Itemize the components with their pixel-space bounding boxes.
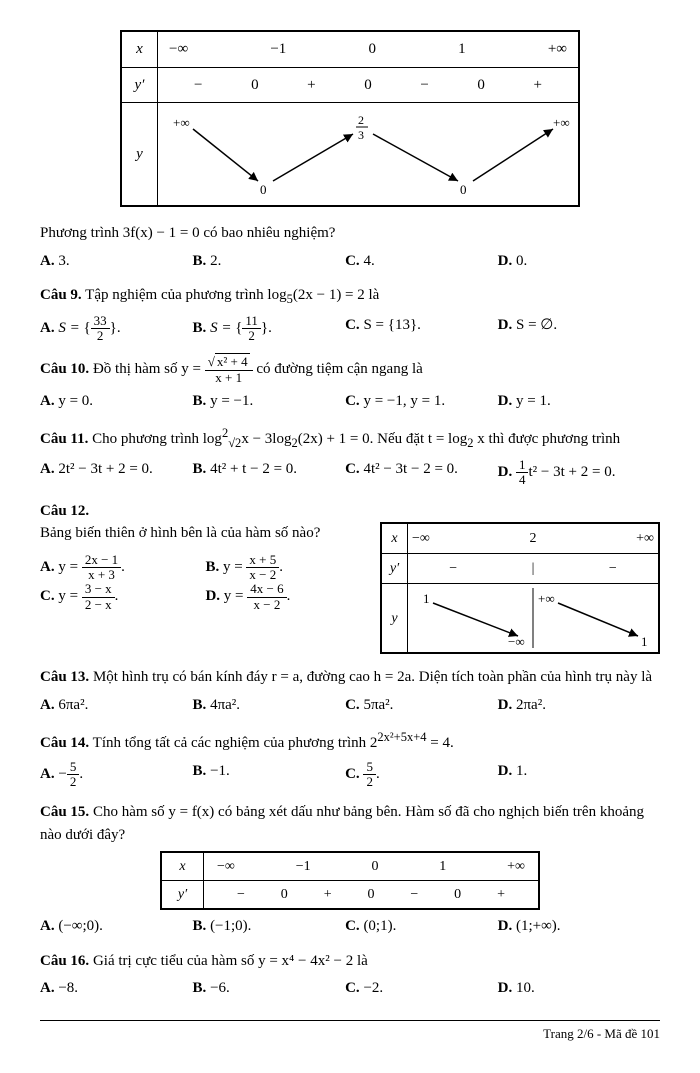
q8-text: Phương trình 3f(x) − 1 = 0 có bao nhiêu …: [40, 222, 660, 245]
svg-text:+∞: +∞: [553, 115, 570, 130]
question-8: Phương trình 3f(x) − 1 = 0 có bao nhiêu …: [40, 222, 660, 272]
question-12: Câu 12. Bảng biến thiên ở hình bên là củ…: [40, 500, 660, 655]
q12-table: x−∞2+∞ y′−|− y 1 −∞ +∞ 1: [380, 522, 660, 654]
question-15: Câu 15. Cho hàm số y = f(x) có bảng xét …: [40, 801, 660, 938]
question-14: Câu 14. Tính tổng tất cả các nghiệm của …: [40, 728, 660, 789]
svg-text:1: 1: [423, 591, 430, 606]
vt1-x-label: x: [121, 31, 158, 67]
question-16: Câu 16. Giá trị cực tiểu của hàm số y = …: [40, 950, 660, 1000]
vt1-arrows: +∞ 0 2 3 0 +∞: [158, 109, 578, 199]
vt1-xval: 1: [458, 38, 466, 61]
question-9: Câu 9. Tập nghiệm của phương trình log5(…: [40, 284, 660, 343]
svg-text:−∞: −∞: [508, 634, 525, 648]
svg-text:1: 1: [641, 634, 648, 648]
q12-text: Bảng biến thiên ở hình bên là của hàm số…: [40, 522, 370, 545]
question-13: Câu 13. Một hình trụ có bán kính đáy r =…: [40, 666, 660, 716]
vt1-xval: −∞: [169, 38, 188, 61]
svg-text:3: 3: [358, 128, 364, 142]
vt1-xval: 0: [368, 38, 376, 61]
svg-text:0: 0: [260, 182, 267, 197]
vt1-yprime-label: y′: [121, 67, 158, 103]
vt1-y-label: y: [121, 103, 158, 207]
page-footer: Trang 2/6 - Mã đề 101: [40, 1020, 660, 1044]
vt1-xval: +∞: [548, 38, 567, 61]
q15-table: x −∞−101+∞ y′ −0+0−0+: [160, 851, 540, 910]
svg-text:+∞: +∞: [173, 115, 190, 130]
svg-text:2: 2: [358, 113, 364, 127]
question-10: Câu 10. Đồ thị hàm số y = √x² + 4x + 1 c…: [40, 355, 660, 412]
question-11: Câu 11. Cho phương trình log2√2x − 3log2…: [40, 424, 660, 487]
variation-table-1: x −∞ −1 0 1 +∞ y′ − 0 + 0 − 0 + y +∞ 0 2…: [120, 30, 580, 207]
q12-arrows: 1 −∞ +∞ 1: [408, 588, 658, 648]
vt1-xval: −1: [270, 38, 286, 61]
svg-text:0: 0: [460, 182, 467, 197]
svg-text:+∞: +∞: [538, 591, 555, 606]
